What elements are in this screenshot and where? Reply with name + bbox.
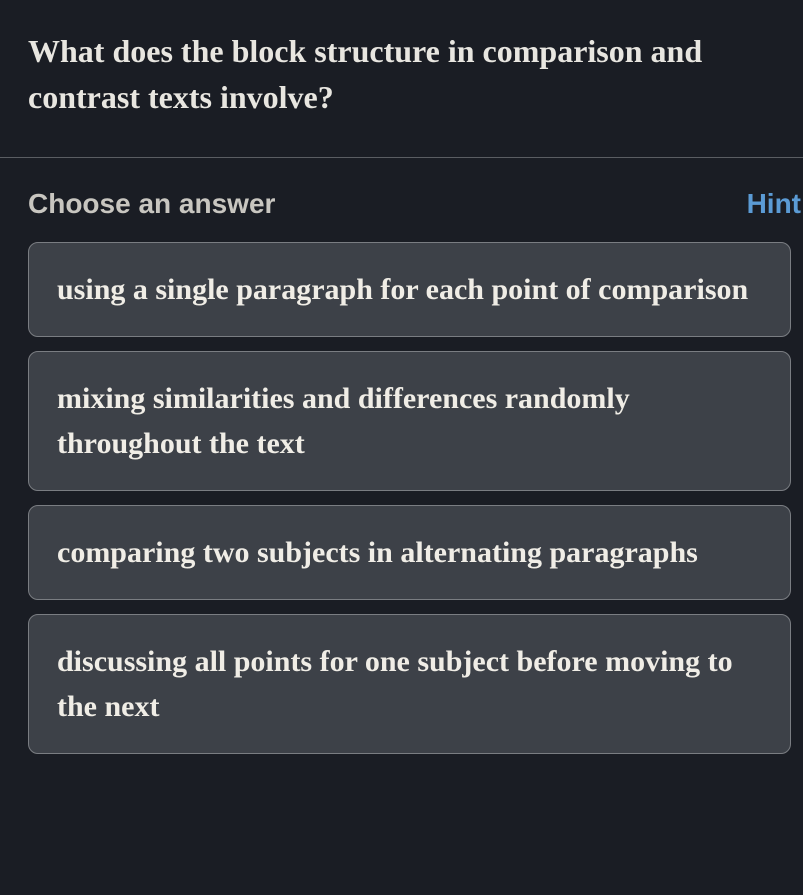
- quiz-container: What does the block structure in compari…: [0, 0, 803, 895]
- answer-option[interactable]: using a single paragraph for each point …: [28, 242, 791, 337]
- options-list: using a single paragraph for each point …: [28, 242, 803, 754]
- answer-option[interactable]: mixing similarities and differences rand…: [28, 351, 791, 491]
- choose-answer-label: Choose an answer: [28, 188, 275, 220]
- answer-option[interactable]: comparing two subjects in alternating pa…: [28, 505, 791, 600]
- answer-option[interactable]: discussing all points for one subject be…: [28, 614, 791, 754]
- answer-header: Choose an answer Hint: [28, 158, 803, 242]
- hint-button[interactable]: Hint: [747, 188, 803, 220]
- question-text: What does the block structure in compari…: [28, 28, 803, 157]
